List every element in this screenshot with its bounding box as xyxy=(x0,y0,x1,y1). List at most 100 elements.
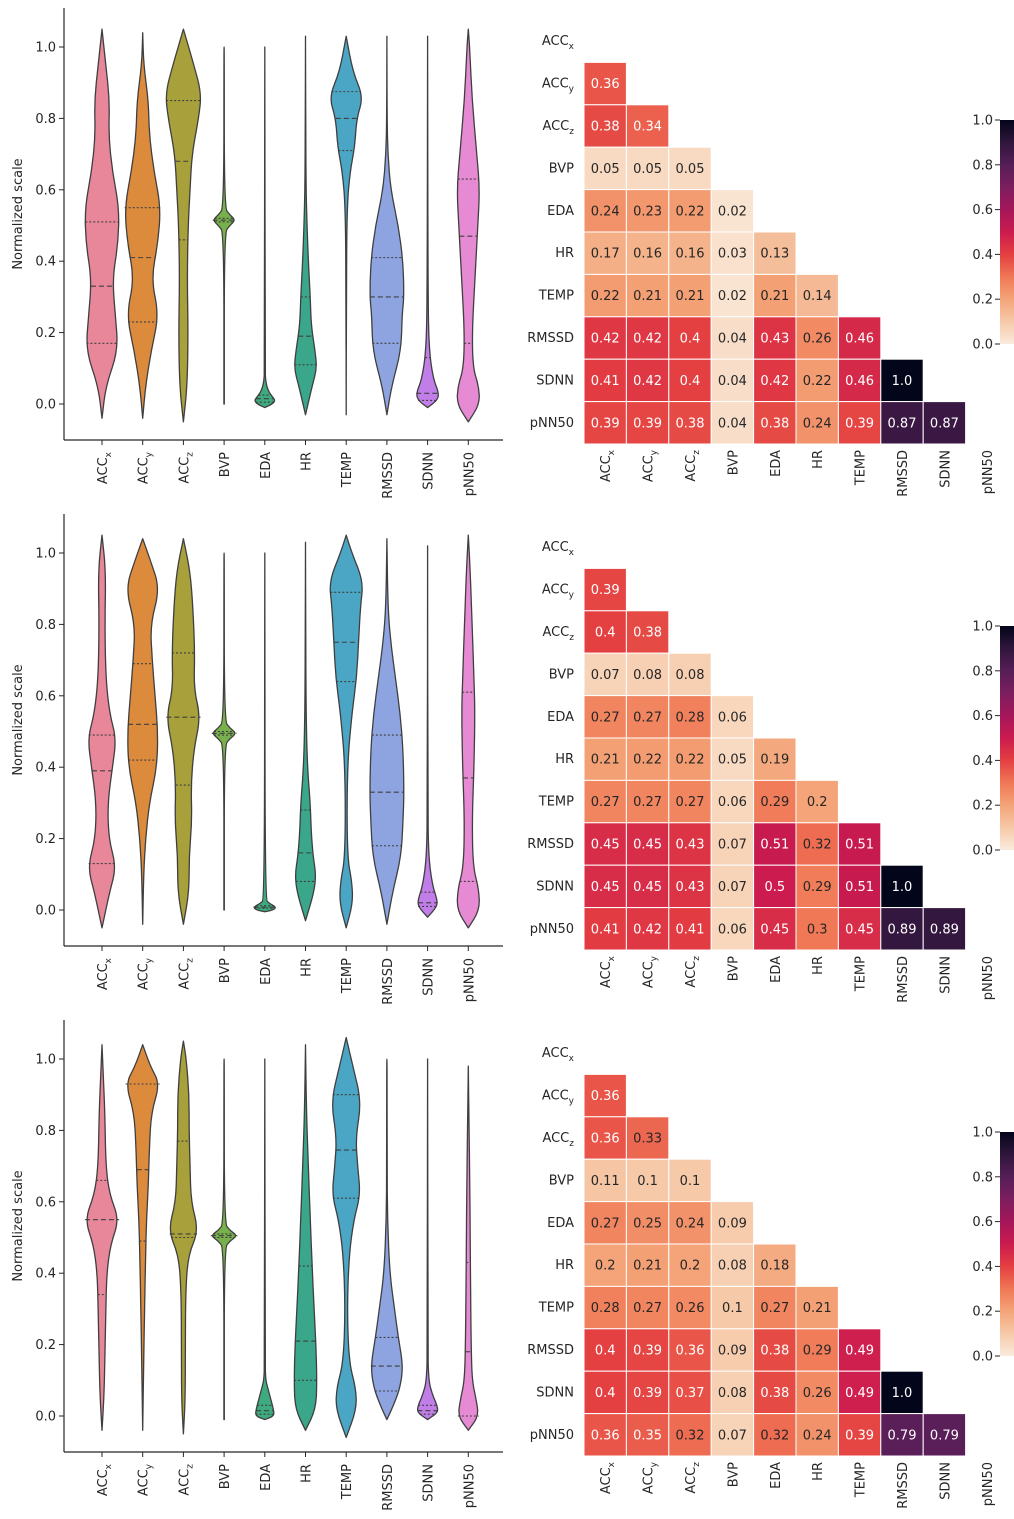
heatmap-cell-value: 0.37 xyxy=(676,1386,705,1401)
y-tick-label: 0.8 xyxy=(35,112,56,127)
heatmap-cell-value: 0.4 xyxy=(595,626,616,641)
heatmap-cell-value: 0.21 xyxy=(633,1259,662,1274)
heatmap-cell xyxy=(625,104,670,148)
y-tick-label: 0.6 xyxy=(35,1195,56,1210)
heatmap-cell-value: 0.08 xyxy=(718,1259,747,1274)
heatmap-cell-value: 0.43 xyxy=(760,332,789,347)
heatmap-cell-value: 0.2 xyxy=(807,795,828,810)
violin-accx xyxy=(88,534,116,929)
heatmap-cell xyxy=(625,358,670,403)
heatmap-cell xyxy=(795,779,839,824)
y-tick-label: 0.6 xyxy=(35,183,56,198)
row-label: pNN50 xyxy=(530,1428,574,1443)
heatmap-cell xyxy=(753,1413,797,1457)
column-label-base: RMSSD xyxy=(896,1462,911,1509)
column-label: ACCx xyxy=(599,449,617,482)
heatmap-cell xyxy=(753,316,797,360)
violin-accy xyxy=(127,1044,159,1431)
heatmap-cell xyxy=(710,822,755,866)
column-label: pNN50 xyxy=(981,450,996,494)
heatmap-cell-value: 0.42 xyxy=(633,332,662,347)
row-label: BVP xyxy=(549,1173,574,1188)
row-label-base: EDA xyxy=(547,204,574,219)
column-label: ACCx xyxy=(599,955,617,988)
x-tick-label: EDA xyxy=(259,1464,274,1491)
heatmap-cell-value: 0.5 xyxy=(764,880,785,895)
x-tick-label-base: ACC xyxy=(137,457,152,484)
heatmap-cell xyxy=(710,864,755,909)
violin-pnn50 xyxy=(456,28,480,423)
row-label: SDNN xyxy=(536,879,574,894)
heatmap-cell xyxy=(753,737,797,781)
heatmap-cell-value: 0.22 xyxy=(803,374,832,389)
violin-bvp xyxy=(213,46,235,405)
column-label-base: SDNN xyxy=(938,956,953,994)
heatmap-cell xyxy=(583,822,627,866)
row-label-sub: x xyxy=(569,1054,575,1064)
heatmap-cell-value: 0.04 xyxy=(718,374,747,389)
row-label: TEMP xyxy=(538,795,574,810)
heatmap-cell xyxy=(795,1328,839,1372)
heatmap-cell xyxy=(583,695,627,739)
heatmap-cell xyxy=(625,652,670,697)
x-tick-label-base: RMSSD xyxy=(381,452,396,499)
y-tick-label: 0.4 xyxy=(35,255,56,270)
heatmap-cell-value: 0.04 xyxy=(718,416,747,431)
violin-rmssd xyxy=(369,35,405,416)
x-tick-label-base: TEMP xyxy=(340,958,355,994)
violin-temp xyxy=(329,534,363,929)
y-tick-label: 0.6 xyxy=(35,689,56,704)
heatmap-cell-value: 0.38 xyxy=(760,416,789,431)
heatmap-cell-value: 0.89 xyxy=(888,922,917,937)
row-label-base: pNN50 xyxy=(530,922,574,937)
colorbar-tick-label: 0.6 xyxy=(972,1215,993,1230)
row-label: RMSSD xyxy=(527,1343,574,1358)
heatmap-cell-value: 0.27 xyxy=(591,710,620,725)
heatmap-cell-value: 0.23 xyxy=(633,204,662,219)
violin-eda xyxy=(255,1058,275,1421)
x-tick-label: HR xyxy=(300,958,315,977)
heatmap-cell xyxy=(583,316,627,360)
x-tick-label-base: BVP xyxy=(218,958,233,983)
row-label-base: SDNN xyxy=(536,1385,574,1400)
violin-accy xyxy=(125,32,161,419)
heatmap-cell-value: 0.22 xyxy=(633,753,662,768)
x-tick-label-sub: y xyxy=(145,1463,155,1469)
x-tick-label-base: ACC xyxy=(177,457,192,484)
heatmap-cell-value: 0.14 xyxy=(803,289,832,304)
x-tick-label-sub: z xyxy=(185,452,195,457)
heatmap-cell-value: 0.17 xyxy=(591,247,620,262)
heatmap-cell-value: 0.87 xyxy=(930,416,959,431)
heatmap-cell-value: 0.45 xyxy=(591,838,620,853)
heatmap-cell xyxy=(583,907,627,951)
row-label-sub: z xyxy=(569,127,574,137)
heatmap-cell-value: 0.4 xyxy=(595,1344,616,1359)
row-label: ACCz xyxy=(542,1131,574,1149)
heatmap-cell-value: 0.28 xyxy=(676,710,705,725)
row-label-base: SDNN xyxy=(536,373,574,388)
heatmap-cell-value: 0.26 xyxy=(803,1386,832,1401)
y-axis-title: Normalized scale xyxy=(11,1170,26,1281)
column-label: EDA xyxy=(769,1462,784,1489)
violin-rmssd xyxy=(369,538,405,925)
column-label-base: SDNN xyxy=(938,450,953,488)
row-label: EDA xyxy=(547,1216,574,1231)
heatmap-cell-value: 0.87 xyxy=(888,416,917,431)
heatmap-cell-value: 0.18 xyxy=(760,1259,789,1274)
heatmap-cell-value: 0.39 xyxy=(633,416,662,431)
heatmap-cell-value: 0.51 xyxy=(845,838,874,853)
heatmap-cell-value: 0.21 xyxy=(591,753,620,768)
heatmap-cell xyxy=(753,1285,797,1330)
y-tick-label: 0.0 xyxy=(35,904,56,919)
x-tick-label: RMSSD xyxy=(381,452,396,499)
violin-bvp xyxy=(212,1058,237,1421)
column-label-base: ACC xyxy=(684,455,699,482)
column-label: BVP xyxy=(726,1462,741,1487)
row-label: BVP xyxy=(549,161,574,176)
x-tick-label: ACCx xyxy=(96,957,114,990)
heatmap-cell xyxy=(880,1413,924,1457)
colorbar-tick-label: 0.0 xyxy=(972,1350,993,1365)
row-label-base: ACC xyxy=(542,1131,569,1146)
heatmap-cell-value: 0.38 xyxy=(760,1344,789,1359)
